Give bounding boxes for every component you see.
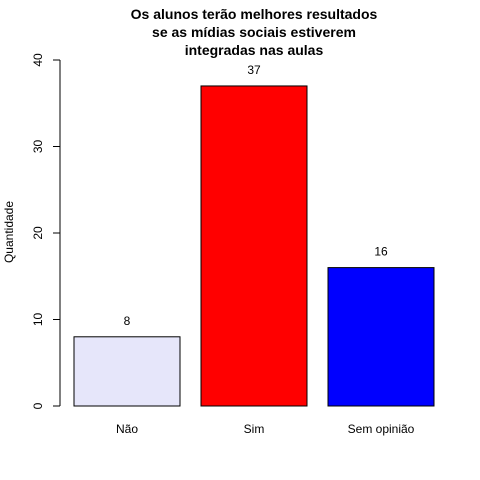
category-label: Sem opinião xyxy=(348,422,415,436)
y-tick-label: 40 xyxy=(31,53,45,67)
y-tick-label: 0 xyxy=(31,402,45,409)
y-tick-label: 20 xyxy=(31,226,45,240)
chart-title-line: se as mídias sociais estiverem xyxy=(152,24,356,40)
bar xyxy=(200,85,308,407)
category-label: Sim xyxy=(244,422,265,436)
y-tick-label: 10 xyxy=(31,313,45,327)
bar-value-label: 37 xyxy=(247,63,261,77)
bar xyxy=(73,336,181,407)
chart-title-line: integradas nas aulas xyxy=(185,42,324,58)
chart-title-line: Os alunos terão melhores resultados xyxy=(131,6,378,22)
y-tick-label: 30 xyxy=(31,140,45,154)
bar xyxy=(327,267,435,407)
y-axis: 0 10 20 30 40 xyxy=(31,53,61,409)
chart-title: Os alunos terão melhores resultados se as… xyxy=(131,6,378,58)
bars: 8 Não 37 Sim 16 Sem opinião xyxy=(73,63,435,436)
y-axis-label: Quantidade xyxy=(2,201,16,263)
bar-value-label: 8 xyxy=(124,314,131,328)
category-label: Não xyxy=(116,422,138,436)
bar-value-label: 16 xyxy=(374,245,388,259)
